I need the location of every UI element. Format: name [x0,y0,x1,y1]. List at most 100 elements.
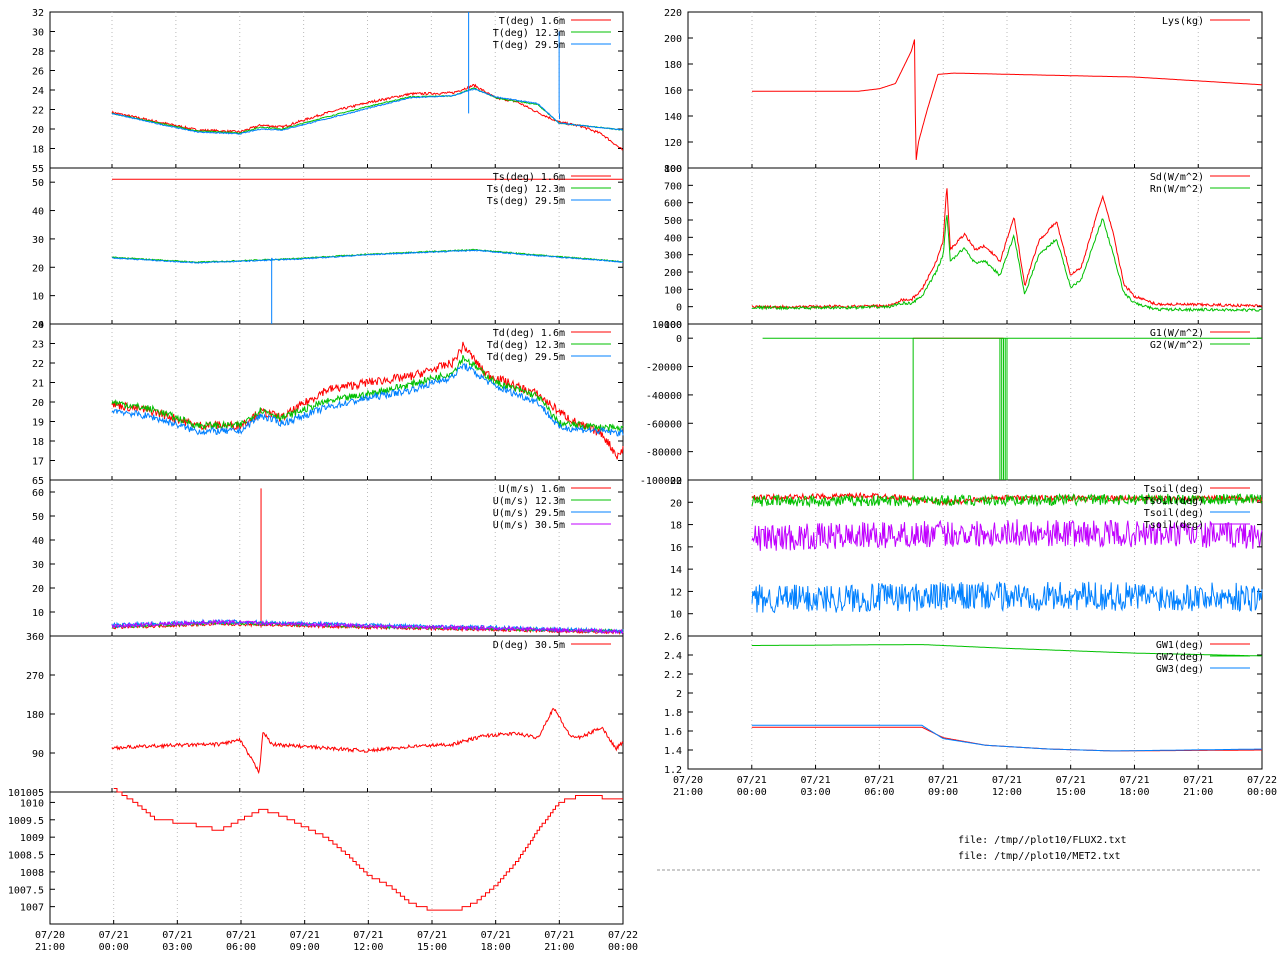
y-tick-label: 65 [32,476,44,487]
series-line-soil-temp-1 [751,492,1263,508]
y-tick-label: 0 [676,303,682,314]
series-line-pressure-0 [113,788,623,911]
y-tick-label: 270 [26,671,44,682]
y-tick-label: 400 [664,233,682,244]
y-tick-label: 1010 [20,798,44,809]
y-tick-label: 700 [664,181,682,192]
x-tick-date: 07/21 [1119,775,1149,786]
legend-label: T(deg) 29.5m [493,40,565,51]
y-tick-label: 200 [664,34,682,45]
x-tick-time: 06:00 [864,787,894,798]
y-tick-label: 20 [32,263,44,274]
x-tick-date: 07/21 [226,930,256,941]
y-tick-label: 1008.5 [8,851,44,862]
legend-label: Td(deg) 1.6m [493,328,565,339]
x-tick-time: 00:00 [608,942,638,953]
legend-label: U(m/s) 30.5m [493,520,565,531]
x-tick-date: 07/21 [544,930,574,941]
y-tick-label: 1.6 [664,727,682,738]
y-tick-label: 10 [32,608,44,619]
y-tick-label: 0 [676,334,682,345]
y-tick-label: 16 [670,543,682,554]
legend-label: Td(deg) 12.3m [487,340,565,351]
x-tick-date: 07/20 [673,775,703,786]
legend-label: Tsoil(deg) [1144,508,1204,519]
series-line-air-temp-2 [111,87,624,135]
y-tick-label: 1007 [20,903,44,914]
series-line-groundwater-0 [751,726,1262,752]
x-tick-date: 07/21 [1183,775,1213,786]
y-tick-label: 2.2 [664,670,682,681]
x-tick-time: 06:00 [226,942,256,953]
series-line-wind-speed-3 [111,618,624,635]
y-tick-label: -60000 [646,419,682,430]
x-tick-date: 07/21 [417,930,447,941]
y-tick-label: 100 [664,164,682,175]
panel-frame-pressure [49,791,624,925]
y-tick-label: 10 [32,292,44,303]
legend-label: G2(W/m^2) [1150,340,1204,351]
x-tick-date: 07/21 [162,930,192,941]
series-line-dewpoint-1 [111,355,624,433]
y-tick-label: 120 [664,138,682,149]
y-tick-label: -80000 [646,448,682,459]
legend-label: Rn(W/m^2) [1150,184,1204,195]
y-tick-label: 220 [664,8,682,19]
y-tick-label: 500 [664,216,682,227]
series-line-surface-temp-2 [111,249,624,264]
legend-label: GW2(deg) [1156,652,1204,663]
series-line-soil-temp-2 [751,581,1263,614]
legend-label: T(deg) 12.3m [493,28,565,39]
y-tick-label: 24 [32,86,44,97]
y-tick-label: 60 [32,488,44,499]
y-tick-label: 10000 [652,320,682,331]
y-tick-label: 20 [32,398,44,409]
series-line-radiation-0 [751,188,1263,310]
series-line-soil-temp-3 [751,519,1263,551]
x-tick-time: 21:00 [1183,787,1213,798]
panel-frame-wind-dir [49,635,624,793]
y-tick-label: 26 [32,67,44,78]
y-tick-label: 22 [670,476,682,487]
x-tick-date: 07/21 [290,930,320,941]
y-tick-label: 20 [32,125,44,136]
x-tick-time: 00:00 [737,787,767,798]
y-tick-label: 30 [32,28,44,39]
y-tick-label: -40000 [646,391,682,402]
y-tick-label: 1.2 [664,765,682,776]
x-tick-date: 07/21 [992,775,1022,786]
x-tick-time: 09:00 [928,787,958,798]
x-tick-date: 07/21 [864,775,894,786]
y-tick-label: 2 [676,689,682,700]
file-label-flux: file: /tmp//plot10/FLUX2.txt [958,835,1127,846]
legend-label: Td(deg) 29.5m [487,352,565,363]
y-tick-label: 18 [32,437,44,448]
y-tick-label: 24 [32,320,44,331]
y-tick-label: 22 [32,106,44,117]
y-tick-label: 300 [664,251,682,262]
x-tick-time: 12:00 [353,942,383,953]
y-tick-label: -100 [658,320,682,331]
y-tick-label: 19 [32,418,44,429]
x-tick-time: 03:00 [801,787,831,798]
x-tick-date: 07/21 [99,930,129,941]
series-line-radiation-1 [751,215,1263,313]
x-tick-time: 18:00 [1119,787,1149,798]
y-tick-label: 40 [32,536,44,547]
y-tick-label: 100 [664,285,682,296]
x-tick-time: 18:00 [481,942,511,953]
y-tick-label: 800 [664,164,682,175]
legend-label: GW3(deg) [1156,664,1204,675]
legend-label: GW1(deg) [1156,640,1204,651]
series-line-lys-0 [752,39,1263,160]
y-tick-label: 600 [664,199,682,210]
x-tick-date: 07/21 [801,775,831,786]
legend-label: Ts(deg) 29.5m [487,196,565,207]
y-tick-label: 18 [670,521,682,532]
y-tick-label: 28 [32,47,44,58]
legend-label: U(m/s) 12.3m [493,496,565,507]
x-tick-time: 03:00 [162,942,192,953]
legend-label: Tsoil(deg) [1144,520,1204,531]
y-tick-label: 55 [32,164,44,175]
